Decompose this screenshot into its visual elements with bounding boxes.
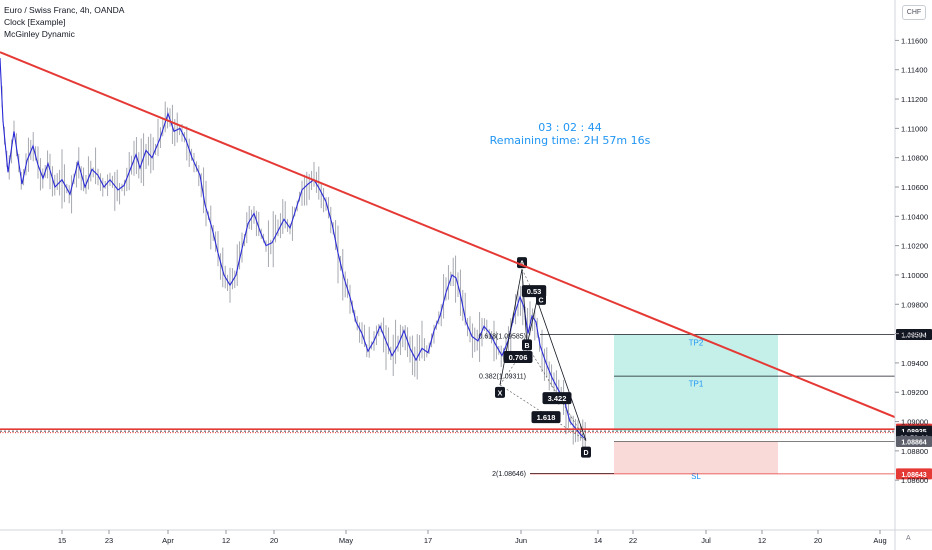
- auto-scale-button[interactable]: A: [906, 535, 911, 542]
- y-tick-label: 1.11600: [901, 36, 928, 45]
- y-tick-label: 1.09000: [901, 418, 928, 427]
- pattern-point-label: X: [498, 390, 503, 397]
- y-tick-label: 1.09800: [901, 300, 928, 309]
- ratio-label: 0.53: [527, 287, 542, 296]
- pattern-point-badge: [581, 446, 591, 458]
- clock-remaining: Remaining time: 2H 57m 16s: [489, 134, 651, 147]
- ratio-label: 1.618: [537, 413, 556, 422]
- x-tick-label: Jun: [515, 536, 527, 545]
- pattern-point-badge: [522, 339, 532, 351]
- ratio-badge: [521, 285, 547, 298]
- level-badge-label: 1.08643: [901, 472, 926, 479]
- x-tick-label: 12: [222, 536, 230, 545]
- x-tick-label: 17: [424, 536, 432, 545]
- y-tick-label: 1.11200: [901, 95, 928, 104]
- y-tick-label: 1.11400: [901, 66, 928, 75]
- y-tick-label: 1.09400: [901, 359, 928, 368]
- pattern-point-label: D: [583, 450, 588, 457]
- fib-label: 0.618(1.09585): [479, 333, 526, 340]
- x-tick-label: Jul: [701, 536, 711, 545]
- currency-badge[interactable]: CHF: [902, 5, 926, 20]
- clock-widget: 03 : 02 : 44 Remaining time: 2H 57m 16s: [440, 121, 700, 147]
- level-badge-label: 1.08864: [901, 439, 926, 446]
- indicator-clock[interactable]: Clock [Example]: [4, 17, 66, 27]
- ratio-badge: [542, 392, 572, 405]
- y-tick-label: 1.11000: [901, 124, 928, 133]
- x-tick-label: 23: [105, 536, 113, 545]
- y-tick-label: 1.10400: [901, 212, 928, 221]
- pattern-point-badge: [495, 386, 505, 398]
- pattern-point-label: B: [524, 343, 529, 350]
- mcginley-line: [0, 57, 587, 440]
- position-zones: TP2 TP1 SL: [614, 334, 895, 481]
- level-badge: [896, 468, 932, 480]
- symbol-title[interactable]: Euro / Swiss Franc, 4h, OANDA: [4, 5, 125, 15]
- horizontal-levels: 1.095941.089481.0893502:56:441.088641.08…: [0, 328, 932, 480]
- chart-legend: Euro / Swiss Franc, 4h, OANDA Clock [Exa…: [4, 4, 124, 40]
- pattern-point-label: C: [538, 297, 543, 304]
- ratio-badge: [531, 411, 561, 424]
- fib-label: 0.382(1.09311): [479, 373, 526, 380]
- x-tick-label: 20: [814, 536, 822, 545]
- y-tick-label: 1.08600: [901, 476, 928, 485]
- level-badge: [896, 328, 932, 340]
- mcginley-path: [0, 57, 587, 440]
- x-tick-label: Apr: [162, 536, 174, 545]
- y-tick-label: 1.10800: [901, 154, 928, 163]
- y-tick-label: 1.10000: [901, 271, 928, 280]
- x-tick-label: 15: [58, 536, 66, 545]
- x-tick-label: 20: [270, 536, 278, 545]
- tp2-label: TP2: [689, 338, 704, 347]
- y-tick-label: 1.10200: [901, 242, 928, 251]
- x-tick-label: 22: [629, 536, 637, 545]
- ratio-label: 3.422: [548, 394, 567, 403]
- sl-label: SL: [691, 472, 701, 481]
- tp-zone: [614, 334, 778, 432]
- ratio-label: 0.706: [509, 353, 528, 362]
- descending-trendline: [0, 51, 896, 419]
- ratio-badge: [503, 351, 533, 364]
- y-tick-label: 1.09600: [901, 330, 928, 339]
- tp1-label: TP1: [689, 379, 704, 388]
- trendline[interactable]: [0, 51, 896, 419]
- level-badge-label: 1.09594: [901, 332, 926, 339]
- x-tick-label: May: [339, 536, 353, 545]
- fib-label: 2(1.08646): [492, 471, 526, 478]
- x-tick-label: 14: [594, 536, 602, 545]
- harmonic-pattern: 0.618(1.09585)0.382(1.09311)2(1.08646)XA…: [479, 257, 614, 478]
- x-tick-label: 12: [758, 536, 766, 545]
- sl-zone: [614, 441, 778, 474]
- indicator-mcginley[interactable]: McGinley Dynamic: [4, 29, 75, 39]
- y-tick-label: 1.09200: [901, 388, 928, 397]
- y-tick-label: 1.08800: [901, 447, 928, 456]
- level-badge: [896, 435, 932, 447]
- clock-time: 03 : 02 : 44: [538, 121, 602, 134]
- pattern-diagonal: [499, 384, 587, 441]
- x-tick-label: Aug: [873, 536, 886, 545]
- y-tick-label: 1.10600: [901, 183, 928, 192]
